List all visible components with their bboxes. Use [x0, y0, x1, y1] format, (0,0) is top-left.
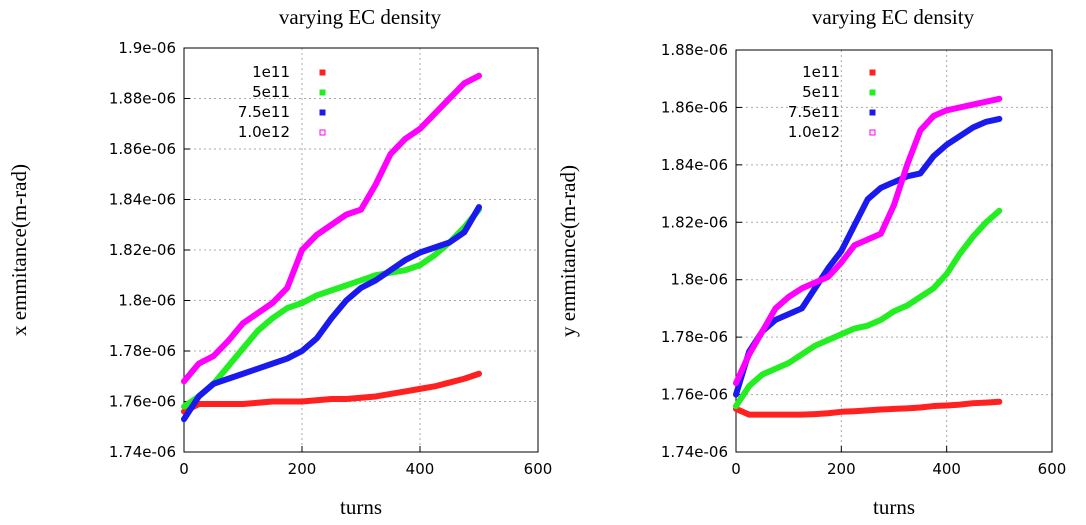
y-tick-label: 1.76e-06: [109, 393, 176, 411]
data-line: [733, 115, 1003, 398]
plot-frame: [183, 47, 539, 453]
x-tick-label: 400: [406, 460, 435, 478]
x-tick-label: 600: [1038, 460, 1067, 478]
data-line: [733, 398, 1003, 418]
y-tick-label: 1.78e-06: [109, 342, 176, 360]
legend-marker: [869, 109, 876, 116]
x-axis-label: turns: [340, 495, 382, 519]
legend-label: 7.5e11: [238, 103, 290, 121]
x-tick-label: 400: [932, 460, 961, 478]
legend-marker: [319, 89, 326, 96]
y-tick-label: 1.76e-06: [661, 386, 728, 404]
y-tick-label: 1.84e-06: [109, 191, 176, 209]
legend-label: 1e11: [802, 63, 840, 81]
legend-label: 5e11: [802, 83, 840, 101]
y-axis-label: y emmitance(m-rad): [556, 165, 580, 337]
y-tick-label: 1.88e-06: [109, 90, 176, 108]
plot-frame: [735, 49, 1053, 453]
data-line: [181, 72, 482, 385]
chart-title: varying EC density: [812, 5, 975, 29]
data-line: [733, 95, 1003, 387]
legend-label: 1e11: [252, 63, 290, 81]
x-tick-label: 200: [827, 460, 856, 478]
y-tick-label: 1.8e-06: [118, 292, 176, 310]
legend-label: 5e11: [252, 83, 290, 101]
y-tick-label: 1.74e-06: [109, 443, 176, 461]
y-tick-label: 1.8e-06: [670, 271, 728, 289]
legend-marker: [869, 69, 876, 76]
data-line: [733, 207, 1003, 410]
x-tick-label: 0: [179, 460, 189, 478]
legend-label: 1.0e12: [788, 123, 840, 141]
y-tick-label: 1.84e-06: [661, 156, 728, 174]
y-tick-label: 1.88e-06: [661, 41, 728, 59]
x-tick-label: 0: [731, 460, 741, 478]
legend-marker: [869, 129, 876, 136]
legend-marker: [319, 69, 326, 76]
x-tick-label: 200: [288, 460, 317, 478]
y-tick-label: 1.9e-06: [118, 39, 176, 57]
x-axis-label: turns: [873, 495, 915, 519]
x-tick-label: 600: [524, 460, 553, 478]
legend-label: 7.5e11: [788, 103, 840, 121]
data-line: [181, 204, 482, 423]
y-tick-label: 1.82e-06: [661, 213, 728, 231]
legend-marker: [869, 89, 876, 96]
legend-marker: [319, 109, 326, 116]
data-line: [181, 370, 482, 415]
data-line: [181, 206, 482, 410]
y-tick-label: 1.86e-06: [109, 140, 176, 158]
y-tick-label: 1.86e-06: [661, 98, 728, 116]
y-tick-label: 1.78e-06: [661, 328, 728, 346]
legend-marker: [319, 129, 326, 136]
y-tick-label: 1.74e-06: [661, 443, 728, 461]
y-tick-label: 1.82e-06: [109, 241, 176, 259]
chart-title: varying EC density: [279, 5, 442, 29]
legend-label: 1.0e12: [238, 123, 290, 141]
y-axis-label: x emmitance(m-rad): [7, 164, 31, 336]
